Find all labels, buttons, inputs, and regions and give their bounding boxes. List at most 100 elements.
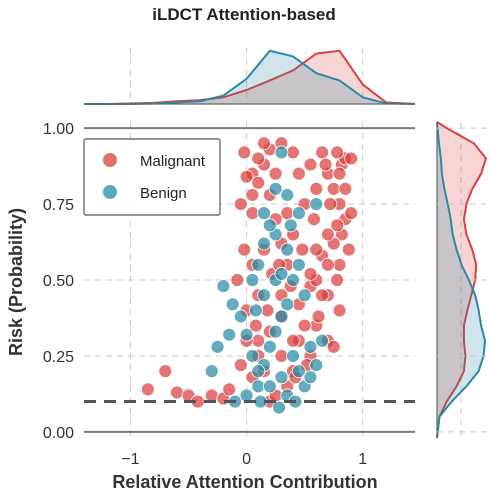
benign-x-density-fill (84, 50, 415, 104)
malignant-point-64 (344, 206, 359, 221)
malignant-point-48 (237, 145, 252, 160)
malignant-point-79 (315, 288, 329, 303)
malignant-point-34 (326, 181, 341, 196)
malignant-point-78 (320, 257, 335, 272)
benign-point-20 (222, 327, 237, 342)
benign-point-48 (262, 218, 277, 233)
benign-point-28 (274, 267, 289, 281)
malignant-point-72 (303, 267, 318, 281)
malignant-y-density-line (436, 121, 488, 439)
x-tick-label-2: 1 (358, 451, 367, 468)
benign-point-45 (272, 400, 287, 415)
x-tick-label-0: −1 (121, 451, 139, 468)
benign-point-29 (251, 257, 266, 272)
malignant-point-2 (170, 385, 184, 400)
benign-point-47 (309, 197, 324, 211)
malignant-point-77 (245, 188, 260, 202)
x-tick-label-1: 0 (242, 451, 251, 468)
malignant-point-28 (332, 257, 347, 272)
y-tick-label-3: 0.75 (43, 197, 74, 214)
malignant-point-66 (330, 218, 345, 233)
malignant-point-57 (245, 206, 260, 221)
malignant-point-10 (251, 333, 266, 348)
y-axis-label: Risk (Probability) (6, 208, 26, 356)
malignant-point-92 (318, 157, 333, 172)
benign-point-16 (245, 349, 260, 363)
benign-point-36 (268, 181, 283, 196)
benign-point-34 (291, 206, 306, 221)
malignant-point-91 (330, 145, 345, 160)
benign-point-27 (286, 273, 300, 287)
malignant-point-68 (309, 181, 324, 196)
malignant-point-90 (344, 151, 359, 166)
legend-marker-benign (103, 185, 117, 199)
malignant-point-5 (204, 388, 219, 403)
malignant-point-71 (309, 242, 324, 257)
y-tick-label-4: 1.00 (43, 121, 74, 138)
axis-ticks: 0.00 0.25 0.50 0.75 1.00 −1 0 1 (43, 121, 367, 468)
right-density-plot (436, 121, 488, 439)
x-axis-label: Relative Attention Contribution (112, 472, 377, 492)
benign-point-11 (303, 370, 318, 385)
malignant-point-65 (341, 242, 356, 257)
legend-label-malignant: Malignant (140, 153, 206, 170)
benign-point-25 (291, 257, 306, 272)
benign-point-39 (216, 279, 231, 293)
benign-point-7 (280, 297, 295, 312)
malignant-point-97 (260, 303, 275, 318)
malignant-point-58 (233, 197, 248, 211)
benign-point-24 (280, 242, 295, 257)
malignant-point-47 (239, 169, 254, 184)
benign-point-1 (239, 388, 254, 403)
malignant-point-39 (303, 157, 318, 172)
malignant-point-76 (257, 136, 271, 151)
malignant-point-7 (222, 382, 237, 397)
malignant-point-94 (295, 242, 310, 257)
benign-point-49 (248, 303, 263, 318)
malignant-point-93 (307, 212, 321, 227)
malignant-point-87 (311, 309, 326, 324)
malignant-point-1 (158, 364, 173, 379)
malignant-point-98 (248, 318, 263, 333)
malignant-point-27 (330, 273, 345, 287)
malignant-point-67 (323, 197, 338, 211)
malignant-point-59 (237, 242, 252, 257)
malignant-point-20 (332, 303, 347, 318)
benign-point-15 (251, 364, 266, 379)
top-density-plot (84, 48, 416, 105)
benign-point-35 (280, 188, 295, 202)
benign-point-22 (257, 288, 271, 303)
malignant-point-49 (251, 175, 266, 190)
benign-point-18 (233, 309, 248, 324)
malignant-point-99 (230, 273, 245, 287)
malignant-point-0 (140, 382, 155, 397)
benign-y-density-line (436, 121, 487, 439)
legend-box (83, 138, 221, 216)
benign-point-19 (225, 297, 240, 312)
benign-point-14 (262, 379, 277, 394)
benign-point-42 (315, 333, 329, 348)
benign-point-8 (286, 349, 300, 363)
benign-point-40 (204, 364, 219, 379)
y-tick-label-0: 0.00 (43, 425, 74, 442)
y-tick-label-2: 0.50 (43, 273, 74, 290)
benign-point-9 (291, 364, 306, 379)
legend-marker-malignant (103, 153, 117, 167)
malignant-x-density-fill (84, 50, 415, 104)
malignant-point-86 (332, 166, 347, 181)
malignant-point-81 (286, 333, 300, 348)
benign-point-4 (262, 339, 277, 354)
y-tick-label-1: 0.25 (43, 349, 74, 366)
benign-point-2 (251, 379, 266, 394)
chart-title: iLDCT Attention-based (152, 5, 336, 24)
malignant-point-82 (274, 349, 289, 363)
benign-point-37 (257, 206, 271, 221)
benign-point-21 (210, 339, 225, 354)
benign-point-31 (257, 236, 271, 251)
benign-point-43 (303, 339, 318, 354)
benign-point-26 (297, 288, 312, 303)
benign-point-5 (268, 324, 283, 339)
malignant-point-63 (338, 181, 353, 196)
reference-lines (84, 127, 415, 433)
